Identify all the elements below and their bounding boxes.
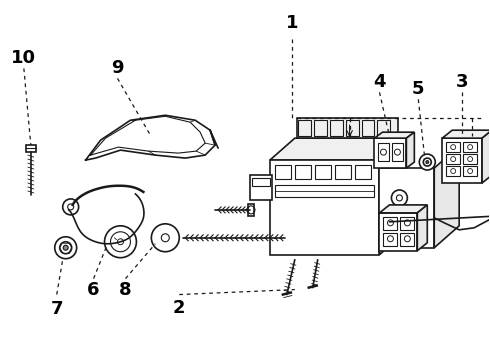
Bar	[446, 166, 460, 176]
Bar	[295, 165, 311, 179]
Bar	[362, 120, 374, 136]
Polygon shape	[406, 132, 415, 168]
Circle shape	[63, 245, 68, 250]
Polygon shape	[482, 130, 490, 183]
Bar	[384, 217, 397, 230]
Bar	[275, 185, 374, 197]
Bar	[446, 154, 460, 164]
Text: 4: 4	[373, 73, 386, 91]
Polygon shape	[417, 205, 427, 251]
Bar	[355, 165, 370, 179]
Bar	[400, 217, 415, 230]
Text: 5: 5	[412, 80, 424, 98]
Text: 9: 9	[111, 59, 124, 77]
Text: 1: 1	[286, 14, 298, 32]
Bar	[442, 138, 482, 183]
Bar	[379, 168, 434, 248]
Text: 7: 7	[50, 301, 63, 319]
Bar	[384, 233, 397, 246]
Bar	[26, 145, 36, 152]
Polygon shape	[374, 132, 415, 138]
Bar	[335, 165, 350, 179]
Bar	[392, 143, 403, 161]
Bar	[248, 204, 254, 216]
Bar	[378, 143, 390, 161]
Text: 10: 10	[11, 49, 36, 67]
Bar	[400, 233, 415, 246]
Bar	[252, 178, 270, 186]
Text: 8: 8	[119, 280, 132, 298]
Polygon shape	[442, 130, 490, 138]
Polygon shape	[434, 146, 459, 248]
Polygon shape	[379, 205, 427, 213]
Bar	[297, 118, 398, 138]
Bar	[379, 213, 417, 251]
Bar	[463, 166, 477, 176]
Text: 2: 2	[173, 298, 186, 316]
Bar	[463, 154, 477, 164]
Bar	[374, 138, 406, 168]
Bar	[446, 142, 460, 152]
Circle shape	[426, 161, 429, 163]
Bar	[315, 165, 331, 179]
Text: 3: 3	[456, 73, 468, 91]
Text: 6: 6	[87, 280, 100, 298]
Bar	[250, 175, 272, 200]
Polygon shape	[379, 138, 404, 255]
Circle shape	[419, 154, 435, 170]
Bar	[463, 142, 477, 152]
Polygon shape	[270, 138, 404, 160]
Bar	[275, 165, 291, 179]
Bar	[330, 120, 343, 136]
Bar	[298, 120, 311, 136]
Bar	[377, 120, 391, 136]
Bar	[345, 120, 359, 136]
Bar	[270, 160, 379, 255]
Bar	[314, 120, 327, 136]
